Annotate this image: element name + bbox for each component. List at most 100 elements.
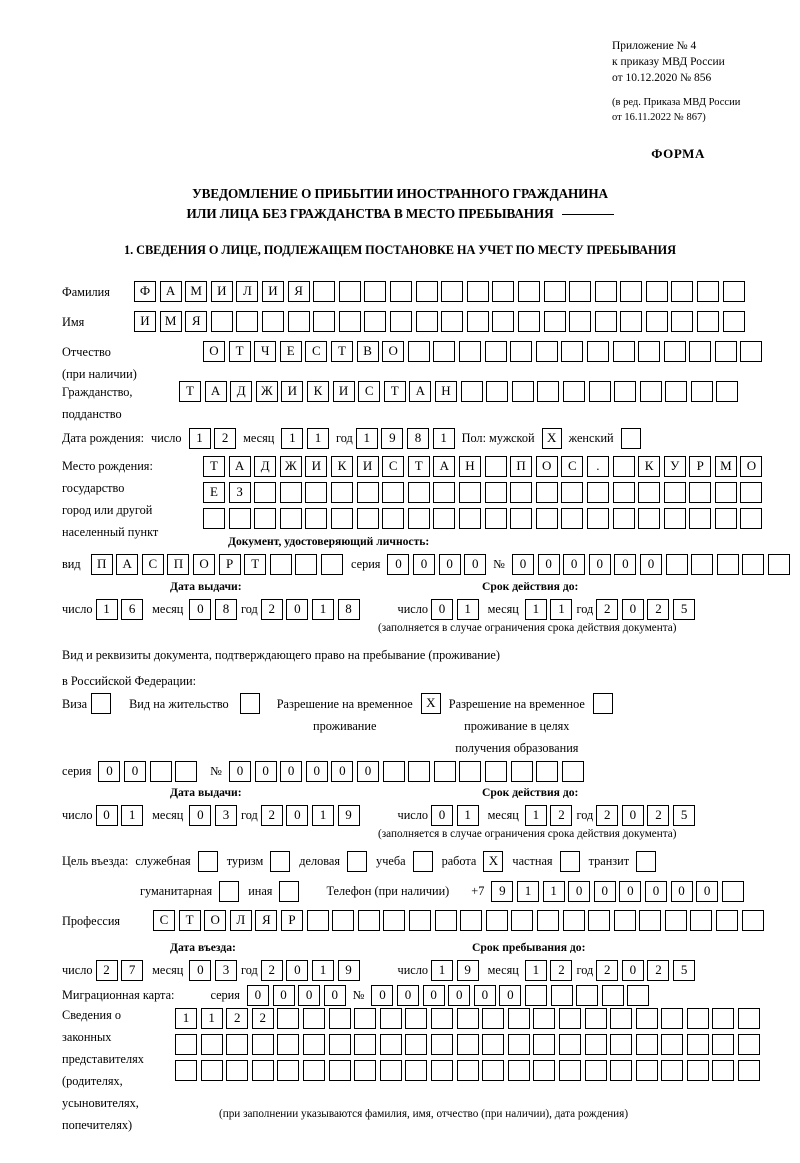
citizenship-boxes-cell-11[interactable]: Н — [434, 381, 457, 402]
patronymic-boxes-cell-12[interactable] — [484, 341, 507, 362]
birthplace-boxes-1-cell-21[interactable]: М — [714, 456, 737, 477]
entry-year-boxes-cell-1[interactable]: 2 — [260, 959, 283, 981]
birthplace-boxes-1-cell-5[interactable]: И — [305, 456, 328, 477]
representatives-boxes-2-cell-22[interactable] — [712, 1034, 735, 1055]
surname-boxes-cell-18[interactable] — [569, 281, 592, 302]
citizenship-boxes-cell-22[interactable] — [716, 381, 739, 402]
citizenship-boxes-cell-1[interactable]: Т — [179, 381, 201, 402]
patronymic-boxes-cell-6[interactable]: Т — [330, 341, 353, 362]
stay-doc-number-boxes-cell-9[interactable] — [433, 760, 456, 782]
profession-boxes-cell-8[interactable] — [332, 910, 355, 931]
profession-boxes-cell-2[interactable]: Т — [178, 910, 201, 931]
birthplace-boxes-1-cell-15[interactable]: С — [561, 456, 584, 477]
representatives-boxes-1-cell-17[interactable] — [584, 1008, 607, 1029]
surname-boxes-cell-7[interactable]: Я — [287, 281, 310, 302]
identity-doc-type-boxes-cell-1[interactable]: П — [90, 553, 113, 575]
migration-card-series-boxes-cell-2[interactable]: 0 — [272, 984, 295, 1006]
birthplace-boxes-1-cell-22[interactable]: О — [740, 456, 763, 477]
firstname-boxes-cell-9[interactable] — [338, 311, 361, 332]
representatives-boxes-3-cell-22[interactable] — [712, 1060, 735, 1081]
representatives-boxes-2-cell-23[interactable] — [738, 1034, 761, 1055]
birthplace-boxes-1-cell-19[interactable]: У — [663, 456, 686, 477]
migration-card-number-boxes-cell-6[interactable]: 0 — [499, 984, 522, 1006]
doc-valid-year-boxes-cell-4[interactable]: 5 — [673, 598, 696, 620]
sex-male-checkbox[interactable]: X — [541, 427, 562, 449]
doc-issue-month-boxes-cell-2[interactable]: 8 — [214, 598, 237, 620]
birth-day-boxes-cell-1[interactable]: 1 — [188, 427, 211, 449]
surname-boxes-cell-13[interactable] — [441, 281, 464, 302]
birthplace-boxes-1-cell-16[interactable]: . — [586, 456, 609, 477]
surname-boxes-cell-2[interactable]: А — [159, 281, 182, 302]
citizenship-boxes-cell-10[interactable]: А — [409, 381, 432, 402]
birthplace-boxes-3-cell-13[interactable] — [510, 508, 533, 529]
entry-day-boxes-cell-2[interactable]: 7 — [121, 959, 144, 981]
firstname-boxes-cell-1[interactable]: И — [134, 311, 156, 332]
representatives-boxes-2-cell-14[interactable] — [507, 1034, 530, 1055]
migration-card-number-boxes-cell-5[interactable]: 0 — [473, 984, 496, 1006]
citizenship-boxes-cell-9[interactable]: Т — [383, 381, 406, 402]
entry-month-boxes-cell-1[interactable]: 0 — [189, 959, 212, 981]
profession-boxes-cell-21[interactable] — [664, 910, 687, 931]
stay-doc-number-boxes-cell-6[interactable]: 0 — [356, 760, 379, 782]
representatives-boxes-2-cell-3[interactable] — [226, 1034, 249, 1055]
firstname-boxes-cell-7[interactable] — [287, 311, 310, 332]
birthplace-boxes-3[interactable] — [203, 508, 763, 529]
firstname-boxes-cell-6[interactable] — [261, 311, 284, 332]
representatives-boxes-3-cell-3[interactable] — [226, 1060, 249, 1081]
phone-boxes-cell-6[interactable]: 0 — [619, 880, 642, 902]
birthplace-boxes-1-cell-12[interactable] — [484, 456, 507, 477]
patronymic-boxes-cell-17[interactable] — [612, 341, 635, 362]
citizenship-boxes-cell-20[interactable] — [665, 381, 688, 402]
stay-doc-series-boxes-cell-4[interactable] — [175, 760, 198, 782]
birthplace-boxes-2-cell-12[interactable] — [484, 482, 507, 503]
representatives-boxes-3-cell-11[interactable] — [430, 1060, 453, 1081]
patronymic-boxes-cell-3[interactable]: Ч — [254, 341, 277, 362]
identity-doc-number-boxes-cell-2[interactable]: 0 — [537, 553, 560, 575]
identity-doc-series-boxes-cell-1[interactable]: 0 — [387, 553, 410, 575]
profession-boxes-cell-6[interactable]: Р — [280, 910, 303, 931]
migration-card-number-boxes-cell-7[interactable] — [525, 984, 547, 1006]
identity-doc-type-boxes-cell-10[interactable] — [321, 553, 343, 575]
profession-boxes-cell-15[interactable] — [511, 910, 534, 931]
patronymic-boxes-cell-5[interactable]: С — [305, 341, 328, 362]
identity-doc-number-boxes-cell-3[interactable]: 0 — [563, 553, 586, 575]
patronymic-boxes-cell-2[interactable]: Т — [228, 341, 251, 362]
profession-boxes-cell-4[interactable]: Л — [229, 910, 252, 931]
birthplace-boxes-3-cell-8[interactable] — [382, 508, 405, 529]
doc-issue-year-boxes-cell-1[interactable]: 2 — [260, 598, 283, 620]
representatives-boxes-2-cell-1[interactable] — [175, 1034, 197, 1055]
identity-doc-number-boxes-cell-9[interactable] — [716, 553, 739, 575]
representatives-boxes-3-cell-10[interactable] — [405, 1060, 428, 1081]
stay-doc-number-boxes-cell-3[interactable]: 0 — [280, 760, 303, 782]
stay-doc-number-boxes-cell-4[interactable]: 0 — [305, 760, 328, 782]
birthplace-boxes-2-cell-16[interactable] — [586, 482, 609, 503]
citizenship-boxes-cell-17[interactable] — [588, 381, 611, 402]
identity-doc-number-boxes-cell-4[interactable]: 0 — [588, 553, 611, 575]
representatives-boxes-1-cell-13[interactable] — [482, 1008, 505, 1029]
representatives-boxes-1-cell-14[interactable] — [507, 1008, 530, 1029]
profession-boxes-cell-1[interactable]: С — [153, 910, 175, 931]
representatives-boxes-3-cell-13[interactable] — [482, 1060, 505, 1081]
stay-issue-day-boxes-cell-2[interactable]: 1 — [121, 804, 144, 826]
stay-valid-year-boxes-cell-3[interactable]: 2 — [647, 804, 670, 826]
stay-issue-year-boxes-cell-4[interactable]: 9 — [337, 804, 360, 826]
firstname-boxes-cell-24[interactable] — [722, 311, 745, 332]
representatives-boxes-2-cell-9[interactable] — [379, 1034, 402, 1055]
birthplace-boxes-1-cell-14[interactable]: О — [535, 456, 558, 477]
sex-female-checkbox[interactable] — [620, 427, 641, 449]
representatives-boxes-1-cell-21[interactable] — [686, 1008, 709, 1029]
stay-year-boxes-cell-2[interactable]: 0 — [621, 959, 644, 981]
patronymic-boxes-cell-8[interactable]: О — [382, 341, 405, 362]
migration-card-number-boxes-cell-1[interactable]: 0 — [371, 984, 394, 1006]
representatives-boxes-1-cell-1[interactable]: 1 — [175, 1008, 197, 1029]
citizenship-boxes-cell-8[interactable]: С — [358, 381, 381, 402]
doc-issue-year-boxes-cell-4[interactable]: 8 — [337, 598, 360, 620]
patronymic-boxes-cell-10[interactable] — [433, 341, 456, 362]
representatives-boxes-2-cell-20[interactable] — [661, 1034, 684, 1055]
